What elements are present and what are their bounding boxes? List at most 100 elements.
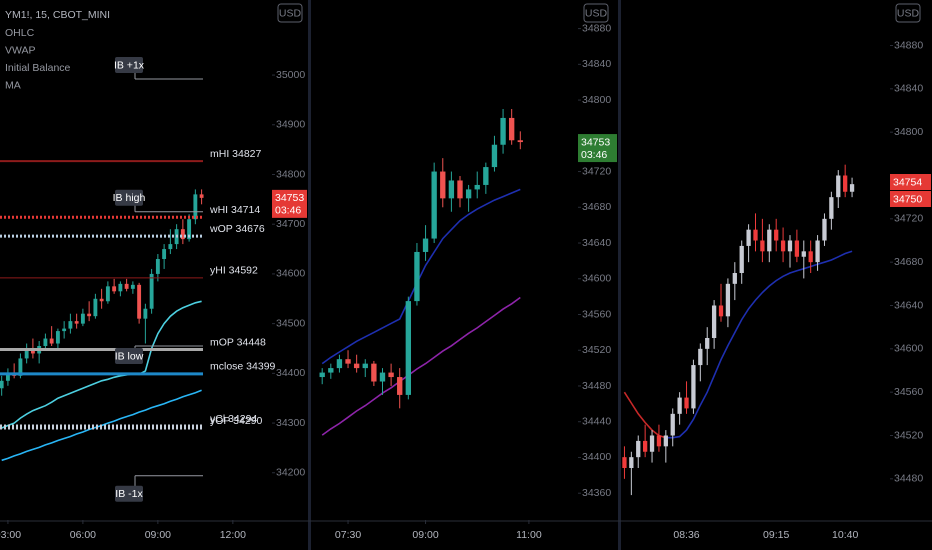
x-tick-label: 09:00: [412, 529, 438, 541]
candle-body: [787, 240, 793, 252]
y-tick-label: 34800: [276, 168, 305, 180]
candle-body: [691, 365, 696, 409]
candle-body: [448, 180, 455, 199]
candle-body: [168, 244, 173, 250]
y-tick-label: 34800: [582, 94, 611, 106]
y-tick-label: 34480: [894, 473, 923, 485]
ib-tag: [115, 485, 143, 502]
y-tick-label: 34440: [582, 415, 611, 427]
candle-body: [801, 251, 806, 257]
candle-body: [643, 440, 648, 452]
candle-body: [68, 321, 73, 329]
candle-body: [80, 313, 85, 324]
candle-body: [849, 184, 855, 192]
y-tick-label: 34600: [276, 268, 305, 280]
candle-body: [149, 273, 154, 309]
ib-tag-label: IB +1x: [114, 59, 145, 71]
candle-body: [118, 283, 123, 292]
candle-body: [143, 308, 148, 319]
candle-body: [725, 283, 731, 317]
candle-body: [155, 259, 160, 274]
unit-label: USD: [585, 7, 608, 19]
x-tick-label: 10:40: [832, 529, 858, 541]
y-tick-label: 34400: [276, 367, 305, 379]
y-tick-label: 34900: [276, 119, 305, 131]
y-tick-label: 34680: [582, 201, 611, 213]
candle-body: [753, 229, 758, 241]
candle-body: [130, 284, 135, 289]
candle-body: [684, 397, 689, 409]
candle-body: [112, 286, 117, 292]
y-tick-label: 34700: [276, 218, 305, 230]
candle-body: [760, 240, 765, 252]
candle-body: [93, 298, 98, 317]
candle-body: [362, 363, 368, 369]
candle-body: [353, 363, 360, 369]
candle-body: [836, 175, 841, 198]
ib-tag: [115, 348, 143, 365]
level-label: mclose 34399: [210, 361, 276, 373]
price-tag-label: 34753: [581, 136, 610, 148]
candle-body: [30, 350, 35, 354]
candle-body: [670, 413, 675, 436]
level-label: wHI 34714: [209, 204, 260, 216]
y-tick-label: 34720: [582, 165, 611, 177]
candle-body: [405, 301, 411, 395]
x-tick-label: 11:00: [516, 529, 542, 541]
ib-tag: [115, 57, 143, 74]
level-label: wOP 34676: [209, 223, 265, 235]
x-tick-label: 03:00: [0, 529, 21, 541]
plot-area: [319, 109, 523, 436]
price-tag: [578, 134, 617, 163]
y-tick-label: 34400: [582, 451, 611, 463]
candle-body: [328, 368, 334, 373]
candle-body: [829, 197, 834, 219]
unit-label: USD: [279, 7, 302, 19]
y-tick-label: 34600: [582, 273, 611, 285]
candle-body: [319, 372, 325, 378]
price-tag-label: 34754: [893, 176, 922, 188]
candle-body: [55, 331, 60, 344]
indicator-line: [321, 296, 521, 436]
ib-tag-label: IB high: [113, 192, 146, 204]
candle-body: [180, 229, 185, 240]
level-label: yCl 34294: [210, 413, 257, 425]
price-tag-time: 03:46: [581, 149, 607, 161]
unit-box: [583, 3, 609, 23]
legend-item: Initial Balance: [5, 62, 71, 74]
y-tick-label: 34720: [894, 213, 923, 225]
level-label: mOP 34448: [210, 336, 266, 348]
candle-body: [18, 358, 23, 376]
candle-body: [517, 140, 523, 143]
candle-body: [711, 305, 717, 338]
indicator-line: [665, 250, 853, 439]
y-tick-label: 34560: [894, 386, 923, 398]
candle-body: [698, 348, 703, 366]
candle-body: [422, 238, 429, 252]
x-tick-label: 12:00: [220, 529, 246, 541]
y-tick-label: 34300: [276, 417, 305, 429]
candle-body: [0, 380, 4, 389]
unit-label: USD: [897, 7, 920, 19]
candle-body: [705, 338, 710, 349]
candle-body: [767, 229, 772, 252]
legend-item: OHLC: [5, 27, 35, 39]
candle-body: [474, 184, 480, 190]
candle-body: [105, 286, 110, 302]
y-tick-label: 34520: [582, 344, 611, 356]
y-tick-label: 34500: [276, 317, 305, 329]
ib-tag: [115, 189, 143, 206]
candle-body: [431, 171, 437, 239]
candle-body: [718, 305, 724, 317]
y-tick-label: 34560: [582, 308, 611, 320]
candle-body: [815, 240, 820, 263]
y-tick-label: 34840: [582, 58, 611, 70]
plot-area: [0, 189, 204, 462]
price-tag: [890, 191, 931, 207]
legend-item: VWAP: [5, 44, 36, 56]
y-tick-label: 34640: [894, 299, 923, 311]
candle-body: [371, 363, 377, 382]
candle-body: [414, 251, 420, 302]
candle-body: [822, 218, 827, 241]
